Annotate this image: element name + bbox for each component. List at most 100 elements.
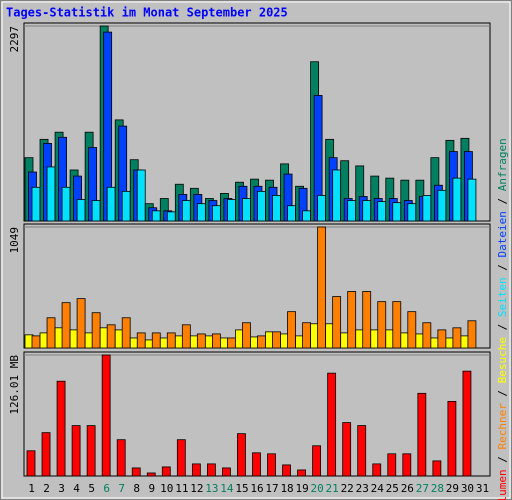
bar bbox=[317, 195, 327, 222]
bar bbox=[41, 432, 51, 477]
bar bbox=[106, 186, 116, 222]
x-tick-label: 14 bbox=[220, 482, 234, 495]
x-tick-label: 27 bbox=[416, 482, 429, 495]
bar bbox=[372, 463, 382, 477]
bar bbox=[227, 199, 236, 222]
bar bbox=[237, 433, 246, 477]
bar bbox=[272, 195, 281, 222]
bar bbox=[151, 210, 161, 222]
x-tick-label: 18 bbox=[280, 482, 293, 495]
bar bbox=[151, 332, 161, 349]
legend-entry: Volumen bbox=[496, 469, 509, 500]
x-tick-label: 17 bbox=[265, 482, 278, 495]
bar bbox=[76, 298, 86, 349]
bar bbox=[417, 392, 427, 477]
x-tick-label: 10 bbox=[160, 482, 173, 495]
x-tick-label: 15 bbox=[235, 482, 248, 495]
bar bbox=[347, 291, 357, 349]
bar bbox=[136, 169, 146, 222]
bar bbox=[407, 203, 417, 222]
x-tick-label: 6 bbox=[103, 482, 110, 495]
bar bbox=[432, 460, 442, 477]
chart-title: Tages-Statistik im Monat September 2025 bbox=[6, 6, 288, 20]
bar bbox=[357, 425, 367, 477]
x-tick-label: 12 bbox=[190, 482, 203, 495]
bar bbox=[181, 200, 191, 222]
x-tick-label: 11 bbox=[175, 482, 188, 495]
bar bbox=[387, 453, 397, 477]
bar bbox=[116, 439, 126, 477]
bar bbox=[257, 335, 266, 349]
bar bbox=[422, 195, 432, 222]
bar bbox=[332, 169, 342, 222]
bar bbox=[317, 226, 327, 349]
x-tick-label: 31 bbox=[476, 482, 489, 495]
bar bbox=[76, 199, 86, 222]
bar bbox=[56, 380, 66, 477]
x-tick-label: 5 bbox=[88, 482, 95, 495]
bar bbox=[302, 322, 311, 349]
bar bbox=[377, 301, 387, 349]
bar bbox=[437, 189, 447, 222]
bar bbox=[196, 333, 206, 349]
bar bbox=[86, 425, 96, 477]
bar bbox=[106, 324, 116, 349]
bar bbox=[267, 453, 276, 477]
x-tick-label: 7 bbox=[118, 482, 125, 495]
bar bbox=[407, 311, 417, 349]
bar bbox=[392, 301, 402, 349]
legend-entry: Dateien bbox=[496, 211, 509, 257]
bar bbox=[31, 186, 41, 222]
bar bbox=[302, 210, 311, 222]
bar bbox=[206, 463, 216, 477]
bar bbox=[452, 327, 462, 349]
x-tick-label: 23 bbox=[356, 482, 369, 495]
x-tick-label: 22 bbox=[341, 482, 354, 495]
bar bbox=[91, 312, 101, 349]
bar bbox=[282, 464, 291, 477]
bar bbox=[131, 467, 141, 477]
bar bbox=[91, 200, 101, 222]
bar bbox=[46, 166, 56, 222]
bar bbox=[191, 463, 201, 477]
bar bbox=[71, 425, 81, 477]
bar bbox=[101, 354, 111, 477]
bar bbox=[166, 211, 176, 222]
x-tick-label: 25 bbox=[386, 482, 399, 495]
bar bbox=[196, 203, 206, 222]
legend-separator: / bbox=[496, 383, 509, 403]
x-tick-label: 1 bbox=[28, 482, 35, 495]
bar bbox=[242, 198, 251, 222]
bar bbox=[242, 322, 251, 349]
x-tick-label: 26 bbox=[401, 482, 414, 495]
bar bbox=[121, 190, 131, 222]
bar bbox=[452, 177, 462, 222]
bar bbox=[287, 205, 296, 222]
legend-entry: Seiten bbox=[496, 277, 509, 317]
bar bbox=[392, 202, 402, 222]
x-tick-label: 9 bbox=[148, 482, 155, 495]
bar bbox=[312, 445, 322, 477]
bar bbox=[437, 329, 447, 349]
x-tick-label: 4 bbox=[73, 482, 80, 495]
bar bbox=[447, 400, 457, 477]
bar bbox=[362, 200, 372, 222]
bar bbox=[222, 467, 231, 477]
bar bbox=[176, 439, 186, 477]
bar bbox=[297, 469, 306, 477]
bar bbox=[46, 317, 56, 349]
x-tick-label: 21 bbox=[326, 482, 339, 495]
bar bbox=[332, 296, 342, 349]
x-tick-label: 29 bbox=[446, 482, 459, 495]
bar bbox=[252, 452, 261, 477]
legend-entry: Anfragen bbox=[496, 138, 509, 191]
bar bbox=[422, 322, 432, 349]
bar bbox=[211, 205, 221, 222]
x-tick-label: 8 bbox=[133, 482, 140, 495]
x-tick-label: 19 bbox=[295, 482, 308, 495]
y-tick-label: 2297 bbox=[8, 26, 21, 53]
x-tick-label: 30 bbox=[461, 482, 474, 495]
bar bbox=[327, 372, 337, 477]
